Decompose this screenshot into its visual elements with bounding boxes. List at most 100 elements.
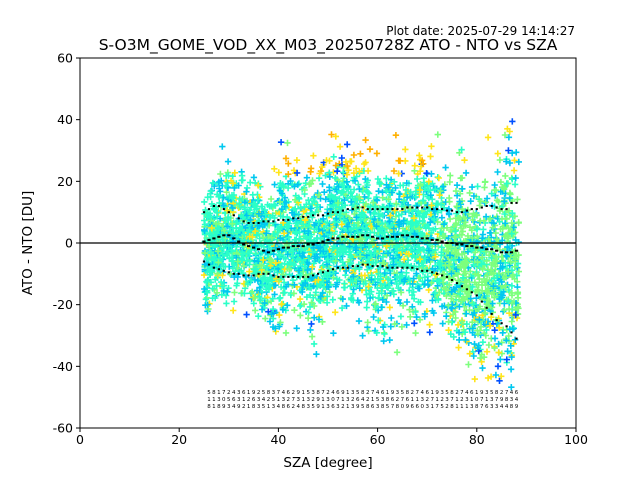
count-label: 1 (411, 397, 415, 403)
scatter-point (383, 175, 390, 182)
scatter-point (390, 167, 398, 175)
scatter-point (286, 271, 293, 278)
scatter-point (280, 279, 288, 286)
scatter-point (503, 180, 510, 187)
mean-point (276, 248, 280, 251)
scatter-point (479, 339, 487, 346)
upper-sigma-point (421, 206, 424, 209)
scatter-point (344, 185, 352, 193)
x-tick-label: 0 (76, 432, 84, 447)
scatter-point (238, 172, 246, 179)
scatter-point (415, 228, 422, 235)
count-label: 0 (420, 404, 424, 410)
scatter-point (492, 229, 499, 237)
scatter-point (512, 253, 519, 260)
count-label: 2 (396, 397, 400, 403)
count-label: 6 (381, 390, 385, 396)
scatter-point (443, 313, 450, 320)
lower-sigma-point (366, 263, 369, 266)
scatter-point (272, 325, 279, 332)
scatter-point (334, 248, 342, 256)
scatter-point (269, 212, 276, 219)
x-axis-label: SZA [degree] (283, 455, 372, 471)
count-label: 3 (282, 397, 286, 403)
scatter-point (423, 170, 430, 177)
scatter-point (478, 358, 485, 365)
mean-point (331, 237, 335, 240)
scatter-point (297, 218, 304, 226)
scatter-point (327, 211, 335, 218)
scatter-point (202, 296, 210, 303)
scatter-point (232, 268, 239, 275)
scatter-point (348, 198, 355, 206)
mean-point (430, 238, 434, 241)
scatter-point (213, 289, 221, 296)
scatter-point (414, 248, 421, 256)
scatter-point (473, 239, 480, 246)
scatter-point (469, 283, 476, 291)
count-label: 7 (371, 390, 375, 396)
scatter-point (325, 283, 332, 291)
scatter-point (508, 289, 516, 297)
scatter-point (355, 181, 362, 188)
scatter-point (320, 215, 327, 223)
scatter-point (217, 170, 224, 178)
mean-point (306, 243, 310, 246)
scatter-point (440, 284, 448, 291)
mean-point (390, 235, 395, 238)
scatter-point (247, 179, 254, 186)
count-label: 2 (287, 397, 291, 403)
lower-sigma-point (202, 260, 206, 263)
count-label: 4 (510, 390, 514, 396)
count-label: 1 (321, 404, 325, 410)
scatter-point (343, 178, 351, 185)
count-label: 4 (262, 397, 266, 403)
scatter-point (311, 302, 318, 310)
count-label: 3 (465, 397, 469, 403)
scatter-point (414, 175, 421, 183)
scatter-point (410, 215, 418, 222)
scatter-point (413, 313, 420, 321)
scatter-point (475, 281, 482, 288)
scatter-point (224, 288, 231, 295)
scatter-point (372, 259, 379, 266)
lower-sigma-point (312, 274, 315, 277)
count-label: 3 (272, 404, 276, 410)
scatter-point (343, 171, 351, 178)
lower-sigma-point (282, 275, 285, 278)
count-label: 1 (346, 390, 350, 396)
scatter-point (357, 243, 365, 250)
scatter-point (431, 207, 438, 214)
count-label: 2 (445, 404, 449, 410)
scatter-point (458, 146, 465, 153)
scatter-point (379, 189, 386, 196)
scatter-point (391, 178, 398, 185)
scatter-point (231, 169, 238, 176)
scatter-point (308, 320, 315, 328)
scatter-point (349, 290, 356, 297)
count-label: 8 (510, 404, 514, 410)
scatter-point (352, 165, 360, 172)
scatter-point (342, 272, 349, 279)
scatter-point (312, 289, 320, 296)
upper-sigma-point (297, 217, 300, 220)
scatter-point (231, 271, 238, 279)
scatter-point (331, 218, 338, 226)
scatter-point (403, 262, 410, 270)
scatter-point (229, 220, 236, 227)
scatter-point (460, 263, 468, 270)
scatter-point (317, 293, 324, 300)
scatter-point (515, 158, 522, 166)
scatter-point (395, 284, 402, 292)
scatter-point (322, 196, 329, 203)
scatter-point (496, 218, 503, 225)
count-label: 3 (425, 404, 429, 410)
scatter-point (508, 230, 515, 237)
scatter-point (268, 234, 276, 241)
mean-point (232, 237, 236, 240)
scatter-point (429, 180, 436, 187)
scatter-point (276, 235, 284, 242)
scatter-point (498, 373, 505, 380)
scatter-point (501, 233, 508, 240)
lower-sigma-point (227, 271, 230, 274)
